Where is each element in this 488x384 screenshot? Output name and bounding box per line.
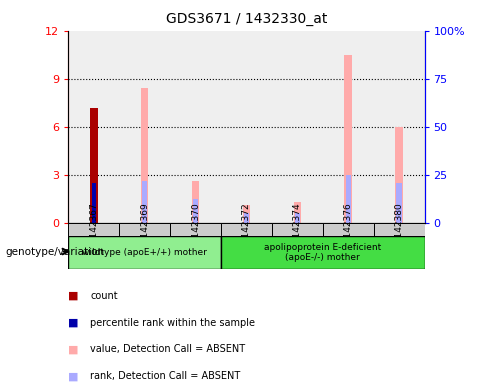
Text: rank, Detection Call = ABSENT: rank, Detection Call = ABSENT	[90, 371, 241, 381]
FancyBboxPatch shape	[119, 223, 170, 236]
Text: percentile rank within the sample: percentile rank within the sample	[90, 318, 255, 328]
Text: GSM142367: GSM142367	[89, 202, 98, 257]
Bar	[141, 88, 148, 223]
Bar	[395, 127, 403, 223]
Text: ■: ■	[68, 371, 79, 381]
Text: apolipoprotein E-deficient
(apoE-/-) mother: apolipoprotein E-deficient (apoE-/-) mot…	[264, 243, 382, 262]
Bar	[272, 31, 323, 223]
Text: ■: ■	[68, 344, 79, 354]
Text: ■: ■	[68, 318, 79, 328]
FancyBboxPatch shape	[272, 223, 323, 236]
Text: GSM142376: GSM142376	[344, 202, 353, 257]
FancyBboxPatch shape	[323, 223, 374, 236]
Text: ■: ■	[68, 291, 79, 301]
Text: genotype/variation: genotype/variation	[5, 247, 104, 257]
Bar	[293, 202, 301, 223]
Bar	[90, 181, 98, 223]
Bar	[170, 31, 221, 223]
Bar	[295, 213, 300, 223]
Bar	[345, 55, 352, 223]
Text: count: count	[90, 291, 118, 301]
Bar	[346, 175, 351, 223]
Bar	[221, 31, 272, 223]
Bar	[323, 31, 374, 223]
Text: GSM142372: GSM142372	[242, 202, 251, 257]
Text: wildtype (apoE+/+) mother: wildtype (apoE+/+) mother	[82, 248, 207, 257]
Bar	[374, 31, 425, 223]
Bar	[192, 181, 200, 223]
Bar	[244, 213, 249, 223]
Bar	[119, 31, 170, 223]
Title: GDS3671 / 1432330_at: GDS3671 / 1432330_at	[166, 12, 327, 25]
Text: GSM142370: GSM142370	[191, 202, 200, 257]
Text: GSM142380: GSM142380	[395, 202, 404, 257]
FancyBboxPatch shape	[374, 223, 425, 236]
FancyBboxPatch shape	[221, 236, 425, 269]
Bar	[90, 108, 98, 223]
FancyBboxPatch shape	[68, 223, 119, 236]
Bar	[193, 199, 198, 223]
Text: value, Detection Call = ABSENT: value, Detection Call = ABSENT	[90, 344, 245, 354]
FancyBboxPatch shape	[221, 223, 272, 236]
FancyBboxPatch shape	[170, 223, 221, 236]
Bar	[396, 183, 402, 223]
Bar	[92, 183, 96, 223]
Text: GSM142369: GSM142369	[140, 202, 149, 257]
Text: GSM142374: GSM142374	[293, 202, 302, 257]
FancyBboxPatch shape	[68, 236, 221, 269]
Bar	[68, 31, 119, 223]
Bar	[142, 181, 147, 223]
Bar	[243, 205, 250, 223]
